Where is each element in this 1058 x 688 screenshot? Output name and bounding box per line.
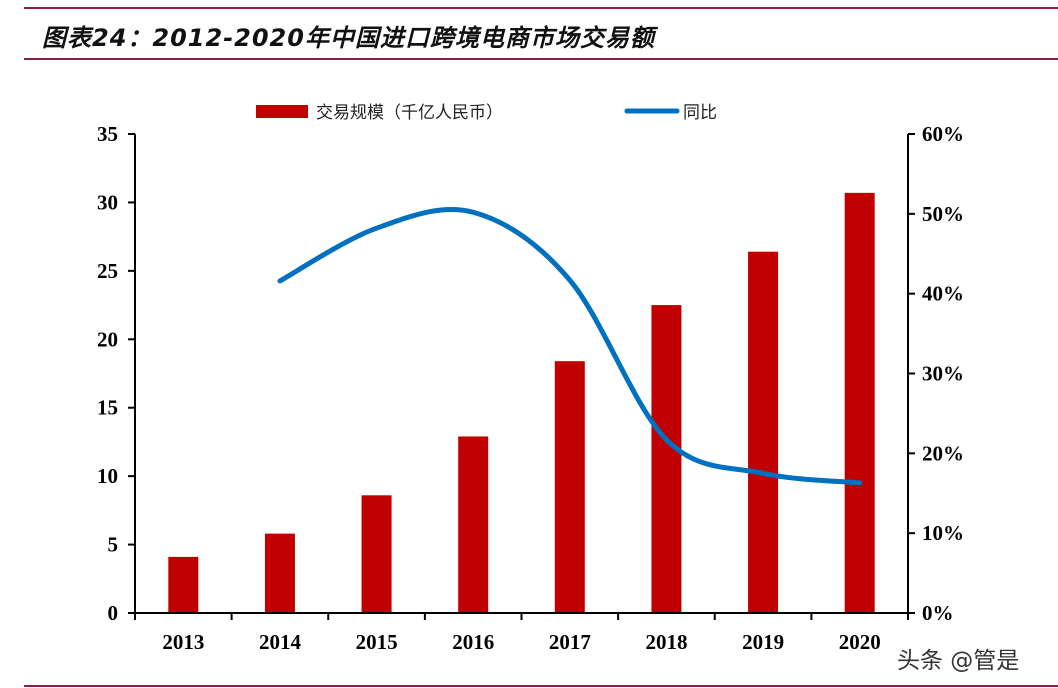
bar-2015 bbox=[361, 495, 392, 613]
left-tick-label: 25 bbox=[97, 259, 118, 283]
left-tick-label: 0 bbox=[108, 601, 119, 625]
right-tick-label: 30% bbox=[922, 362, 964, 386]
x-tick-label: 2018 bbox=[645, 630, 687, 654]
right-tick-label: 20% bbox=[922, 441, 964, 465]
right-tick-label: 10% bbox=[922, 521, 964, 545]
bar-2018 bbox=[651, 305, 682, 613]
bottom-rule bbox=[24, 685, 1058, 687]
left-tick-label: 10 bbox=[97, 464, 118, 488]
left-tick-label: 30 bbox=[97, 190, 118, 214]
bar-2019 bbox=[748, 251, 779, 613]
x-tick-label: 2015 bbox=[356, 630, 398, 654]
bar-2013 bbox=[168, 556, 199, 613]
top-rule bbox=[24, 7, 1058, 9]
left-tick-label: 20 bbox=[97, 327, 118, 351]
left-tick-label: 15 bbox=[97, 396, 118, 420]
right-tick-label: 60% bbox=[922, 122, 964, 146]
x-tick-label: 2020 bbox=[839, 630, 881, 654]
title-rule bbox=[24, 58, 1058, 60]
legend-bar-swatch bbox=[256, 105, 308, 118]
legend-bar-label: 交易规模（千亿人民币） bbox=[316, 103, 503, 123]
figure-title: 图表24：2012-2020年中国进口跨境电商市场交易额 bbox=[42, 24, 655, 52]
bar-2017 bbox=[554, 361, 585, 613]
bar-2016 bbox=[458, 436, 489, 613]
x-tick-label: 2014 bbox=[259, 630, 302, 654]
watermark: 头条 @管是 bbox=[897, 648, 1020, 674]
x-tick-label: 2016 bbox=[452, 630, 494, 654]
x-tick-label: 2013 bbox=[162, 630, 204, 654]
bar-2014 bbox=[264, 533, 295, 613]
bar-2020 bbox=[844, 192, 875, 613]
right-tick-label: 40% bbox=[922, 282, 964, 306]
left-tick-label: 35 bbox=[97, 122, 118, 146]
yoy-line bbox=[277, 207, 863, 486]
right-tick-label: 50% bbox=[922, 202, 964, 226]
x-tick-label: 2019 bbox=[742, 630, 784, 654]
legend-line-label: 同比 bbox=[683, 103, 717, 123]
right-tick-label: 0% bbox=[922, 601, 954, 625]
x-tick-label: 2017 bbox=[549, 630, 591, 654]
left-tick-label: 5 bbox=[108, 533, 119, 557]
